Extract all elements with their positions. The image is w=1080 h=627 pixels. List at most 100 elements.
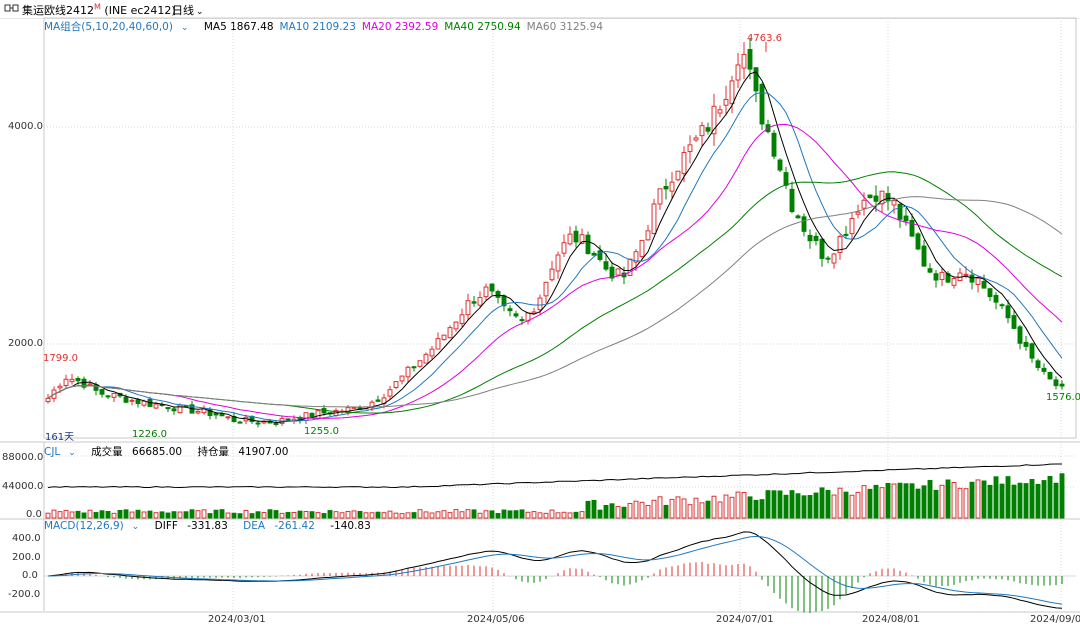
candle	[561, 242, 567, 254]
chevron-down-icon: ⌄	[196, 7, 204, 17]
volume-bar	[735, 491, 741, 519]
high-price-label: 4763.6	[747, 33, 782, 44]
volume-bar	[753, 499, 759, 519]
volume-bar	[213, 509, 219, 519]
candle	[177, 404, 183, 414]
candle	[993, 294, 999, 303]
ma10-line	[47, 92, 1063, 422]
chevron-down-icon: ⌄	[131, 522, 140, 532]
ma-legend: MA组合(5,10,20,40,60,0) ⌄ MA5 1867.48 MA10 2…	[44, 19, 615, 34]
volume-bar	[291, 512, 297, 519]
dea-label: DEA	[243, 520, 266, 532]
candle	[789, 188, 795, 213]
candle	[639, 239, 645, 257]
volume-label: 成交量	[91, 446, 123, 458]
volume-bar	[375, 511, 381, 519]
ma-combo-selector[interactable]: MA组合(5,10,20,40,60,0) ⌄	[44, 21, 194, 33]
ma-item-ma5: MA5 1867.48	[203, 21, 274, 33]
ma-item-ma20: MA20 2392.59	[361, 21, 439, 33]
candle	[735, 64, 741, 81]
macd-selector[interactable]: MACD(12,26,9) ⌄	[44, 520, 145, 532]
volume-bar	[315, 512, 321, 519]
volume-bar	[645, 504, 651, 519]
period-selector[interactable]: 日线 ⌄	[172, 2, 204, 18]
candle	[153, 403, 159, 409]
candle	[843, 233, 849, 236]
candle	[711, 105, 717, 135]
volume-bar	[363, 512, 369, 519]
volume-bar	[621, 506, 627, 519]
candle	[441, 334, 447, 341]
volume-info: 成交量 66685.00	[91, 446, 188, 458]
volume-bar	[345, 510, 351, 519]
volume-bar	[183, 511, 189, 519]
volume-bar	[171, 511, 177, 519]
vol-tick-0: 0.0	[26, 509, 42, 520]
macd-tick-neg200: -200.0	[8, 589, 41, 600]
candle	[435, 338, 441, 350]
candle	[801, 216, 807, 232]
volume-bar	[273, 510, 279, 519]
volume-bar	[141, 511, 147, 519]
chevron-down-icon: ⌄	[180, 23, 189, 33]
candle	[45, 397, 51, 403]
volume-bar	[945, 479, 951, 519]
volume-bar	[885, 482, 891, 519]
volume-bar	[351, 510, 357, 519]
candle	[939, 271, 945, 281]
candle	[303, 412, 309, 421]
volume-bar	[639, 501, 645, 519]
candle	[615, 268, 621, 276]
volume-bar	[1047, 475, 1053, 519]
volume-bar	[927, 479, 933, 519]
volume-bar	[957, 487, 963, 519]
low-price-label-2: 1255.0	[304, 426, 339, 437]
candle	[819, 238, 825, 259]
candle	[831, 253, 837, 264]
candle	[447, 327, 453, 339]
volume-bar	[459, 511, 465, 519]
y-tick-2000: 2000.0	[8, 338, 43, 349]
volume-bar	[519, 509, 525, 519]
volume-bar	[693, 497, 699, 519]
candle	[1029, 343, 1035, 359]
x-label-0301: 2024/03/01	[208, 614, 266, 625]
candle	[861, 199, 867, 209]
instrument-name[interactable]: 集运欧线2412M (INE ec2412)	[22, 2, 176, 18]
candle	[537, 297, 543, 311]
candle	[105, 395, 111, 398]
volume-bar	[795, 493, 801, 519]
ma-item-ma60: MA60 3125.94	[526, 21, 604, 33]
volume-bar	[837, 487, 843, 519]
volume-bar	[627, 502, 633, 519]
candle	[165, 407, 171, 410]
candle	[867, 194, 873, 199]
candle	[423, 353, 429, 364]
candle	[597, 250, 603, 260]
candle	[633, 251, 639, 263]
volume-bar	[921, 485, 927, 519]
candle	[915, 233, 921, 250]
diff-value: -331.83	[187, 520, 228, 532]
volume-bar	[435, 511, 441, 519]
candle	[849, 217, 855, 235]
candle	[393, 381, 399, 389]
candle	[573, 230, 579, 243]
candle	[723, 98, 729, 106]
candle	[981, 281, 987, 289]
volume-bar	[285, 511, 291, 519]
candle	[729, 80, 735, 105]
chevron-down-icon: ⌄	[68, 448, 76, 458]
candle	[609, 266, 615, 279]
volume-bar	[267, 509, 273, 519]
candle	[75, 378, 81, 382]
oi-label: 持仓量	[197, 446, 229, 458]
volume-bar	[687, 504, 693, 519]
instrument-label: 集运欧线2412	[22, 4, 94, 17]
volume-bar	[819, 487, 825, 519]
chart-type-icon[interactable]	[4, 2, 20, 17]
cjl-selector[interactable]: CJL ⌄	[44, 446, 82, 458]
volume-bar	[1005, 476, 1011, 519]
candle	[519, 319, 525, 322]
